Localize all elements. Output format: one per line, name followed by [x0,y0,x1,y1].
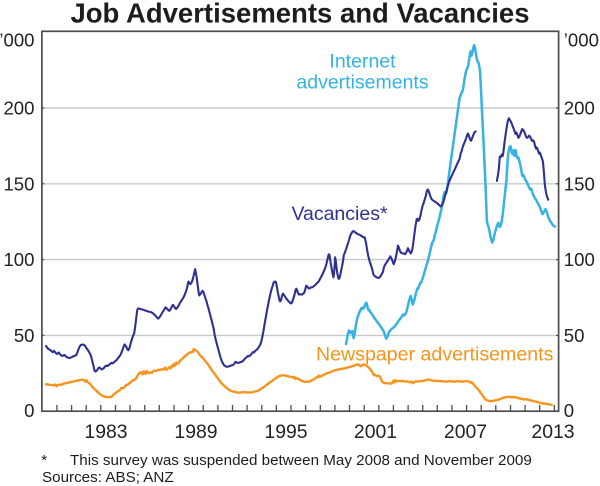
svg-text:Internet: Internet [329,50,396,72]
svg-text:1983: 1983 [84,421,127,443]
svg-text:2013: 2013 [531,421,574,443]
svg-text:50: 50 [14,325,35,346]
svg-text:’000: ’000 [0,30,35,51]
svg-text:advertisements: advertisements [296,72,428,94]
svg-text:Vacancies*: Vacancies* [291,203,388,225]
svg-text:200: 200 [3,98,34,119]
svg-text:100: 100 [564,249,595,270]
svg-text:1995: 1995 [264,421,307,443]
svg-text:*: * [41,452,47,469]
svg-text:0: 0 [564,400,574,421]
svg-text:1989: 1989 [174,421,217,443]
svg-text:Sources: ABS; ANZ: Sources: ABS; ANZ [42,469,174,486]
svg-text:Job Advertisements and Vacanci: Job Advertisements and Vacancies [70,0,529,29]
svg-text:2001: 2001 [354,421,397,443]
svg-text:2007: 2007 [444,421,487,443]
svg-text:This survey was suspended betw: This survey was suspended between May 20… [70,452,532,469]
svg-text:200: 200 [564,98,595,119]
svg-text:’000: ’000 [564,30,599,51]
svg-text:150: 150 [564,173,595,194]
svg-text:150: 150 [3,173,34,194]
svg-text:Newspaper advertisements: Newspaper advertisements [316,344,554,366]
svg-text:100: 100 [3,249,34,270]
svg-text:50: 50 [564,325,585,346]
svg-text:0: 0 [24,400,34,421]
